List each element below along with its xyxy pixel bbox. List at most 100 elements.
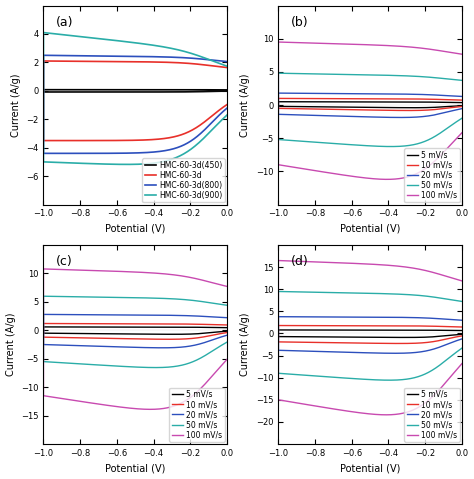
50 mV/s — [91, 294, 97, 300]
50 mV/s — [437, 363, 442, 368]
Line: 20 mV/s: 20 mV/s — [44, 314, 227, 348]
HMC-60-3d(450) — [224, 87, 230, 93]
Line: 10 mV/s: 10 mV/s — [44, 323, 227, 339]
Y-axis label: Current (A/g): Current (A/g) — [11, 73, 21, 137]
10 mV/s — [306, 96, 311, 102]
50 mV/s — [224, 302, 230, 308]
HMC-60-3d — [41, 58, 46, 64]
100 mV/s — [409, 265, 415, 271]
20 mV/s — [459, 93, 465, 99]
100 mV/s — [81, 267, 86, 273]
20 mV/s — [306, 91, 311, 96]
X-axis label: Potential (V): Potential (V) — [105, 464, 165, 473]
HMC-60-3d(450) — [201, 89, 207, 94]
20 mV/s — [174, 312, 180, 318]
5 mV/s — [201, 331, 207, 336]
20 mV/s — [201, 340, 207, 345]
Line: 10 mV/s: 10 mV/s — [278, 326, 462, 343]
5 mV/s — [403, 334, 409, 340]
HMC-60-3d — [137, 59, 142, 65]
HMC-60-3d(450) — [41, 89, 46, 95]
10 mV/s — [371, 323, 377, 329]
5 mV/s — [459, 328, 465, 333]
50 mV/s — [388, 144, 394, 149]
100 mV/s — [459, 51, 465, 57]
HMC-60-3d(450) — [91, 87, 97, 92]
5 mV/s — [41, 324, 46, 330]
50 mV/s — [224, 339, 230, 345]
5 mV/s — [459, 103, 465, 109]
X-axis label: Potential (V): Potential (V) — [340, 464, 401, 473]
X-axis label: Potential (V): Potential (V) — [340, 224, 401, 234]
Legend: 5 mV/s, 10 mV/s, 20 mV/s, 50 mV/s, 100 mV/s: 5 mV/s, 10 mV/s, 20 mV/s, 50 mV/s, 100 m… — [404, 388, 460, 442]
20 mV/s — [306, 314, 311, 319]
10 mV/s — [397, 341, 402, 346]
50 mV/s — [201, 353, 207, 359]
5 mV/s — [316, 99, 321, 105]
100 mV/s — [316, 40, 321, 46]
HMC-60-3d(450) — [224, 88, 230, 94]
20 mV/s — [371, 91, 377, 97]
Text: (d): (d) — [291, 255, 309, 268]
100 mV/s — [174, 273, 180, 278]
5 mV/s — [409, 99, 415, 105]
100 mV/s — [437, 154, 442, 160]
100 mV/s — [275, 39, 281, 45]
20 mV/s — [459, 318, 465, 323]
10 mV/s — [201, 334, 207, 340]
5 mV/s — [275, 99, 281, 104]
Line: 20 mV/s: 20 mV/s — [278, 93, 462, 117]
100 mV/s — [275, 258, 281, 263]
Line: 100 mV/s: 100 mV/s — [278, 42, 462, 179]
Line: HMC-60-3d(900): HMC-60-3d(900) — [44, 33, 227, 164]
10 mV/s — [71, 321, 77, 327]
50 mV/s — [71, 294, 77, 299]
Line: 5 mV/s: 5 mV/s — [278, 102, 462, 108]
10 mV/s — [437, 106, 442, 112]
10 mV/s — [406, 108, 411, 114]
20 mV/s — [392, 351, 398, 356]
5 mV/s — [224, 325, 230, 331]
5 mV/s — [459, 331, 465, 337]
100 mV/s — [409, 44, 415, 50]
10 mV/s — [316, 96, 321, 102]
100 mV/s — [459, 130, 465, 136]
5 mV/s — [327, 327, 332, 333]
20 mV/s — [224, 315, 230, 320]
20 mV/s — [159, 345, 165, 351]
Legend: 5 mV/s, 10 mV/s, 20 mV/s, 50 mV/s, 100 mV/s: 5 mV/s, 10 mV/s, 20 mV/s, 50 mV/s, 100 m… — [404, 148, 460, 202]
HMC-60-3d(800) — [41, 150, 46, 156]
10 mV/s — [224, 330, 230, 335]
20 mV/s — [409, 315, 415, 320]
10 mV/s — [327, 96, 332, 102]
5 mV/s — [224, 328, 230, 334]
20 mV/s — [41, 311, 46, 317]
HMC-60-3d(450) — [71, 87, 77, 92]
50 mV/s — [409, 292, 415, 298]
100 mV/s — [147, 407, 153, 412]
20 mV/s — [275, 90, 281, 96]
5 mV/s — [327, 99, 332, 105]
20 mV/s — [71, 312, 77, 318]
20 mV/s — [327, 314, 332, 320]
10 mV/s — [459, 333, 465, 339]
Line: HMC-60-3d: HMC-60-3d — [44, 61, 227, 140]
HMC-60-3d(800) — [224, 58, 230, 64]
5 mV/s — [459, 100, 465, 105]
HMC-60-3d — [174, 60, 180, 66]
100 mV/s — [137, 269, 142, 275]
HMC-60-3d(900) — [174, 46, 180, 52]
HMC-60-3d — [224, 65, 230, 70]
100 mV/s — [71, 267, 77, 273]
HMC-60-3d — [201, 119, 207, 125]
HMC-60-3d — [41, 137, 46, 143]
100 mV/s — [384, 176, 390, 182]
5 mV/s — [174, 324, 180, 330]
HMC-60-3d(450) — [137, 87, 142, 92]
20 mV/s — [275, 314, 281, 319]
50 mV/s — [316, 289, 321, 295]
10 mV/s — [81, 321, 86, 327]
5 mV/s — [137, 324, 142, 330]
Y-axis label: Current (A/g): Current (A/g) — [240, 73, 250, 137]
HMC-60-3d(800) — [41, 52, 46, 58]
